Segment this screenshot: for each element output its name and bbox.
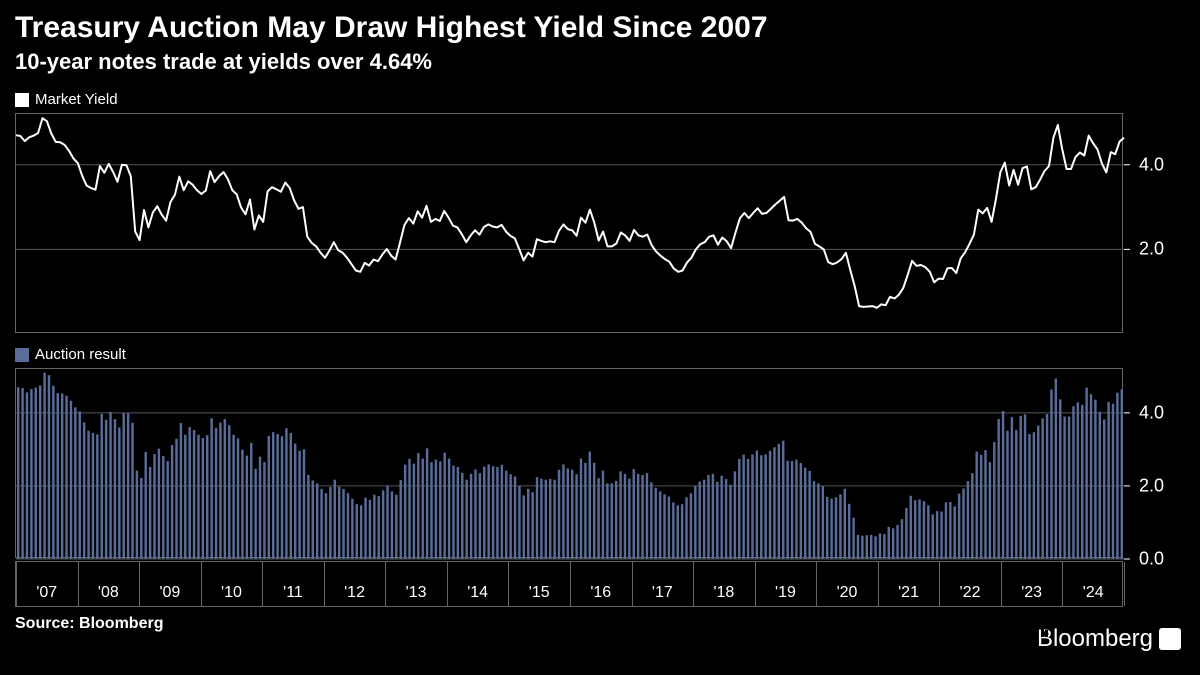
- xaxis-divider: [78, 562, 79, 606]
- xtick-label: '17: [652, 584, 673, 602]
- legend-auction-result: Auction result: [15, 346, 126, 363]
- xtick-label: '08: [98, 584, 119, 602]
- xaxis-divider: [1001, 562, 1002, 606]
- line-chart-svg: [16, 114, 1124, 334]
- xaxis-divider: [447, 562, 448, 606]
- ytick-label: 4.0: [1139, 402, 1164, 423]
- brand-icon: [1159, 628, 1181, 650]
- xtick-label: '24: [1083, 584, 1104, 602]
- top-panel: Percent 2.04.0: [15, 113, 1123, 333]
- xtick-label: '16: [590, 584, 611, 602]
- xaxis-divider: [1062, 562, 1063, 606]
- xtick-label: '11: [283, 584, 303, 602]
- legend-label: Auction result: [35, 346, 126, 363]
- brand-logo: Bloomberg: [1037, 625, 1181, 653]
- xtick-label: '15: [529, 584, 550, 602]
- xaxis-divider: [570, 562, 571, 606]
- xaxis: '07 '08 '09 '10 '11 '12 '13 '14 '15 '16 '17 '18 '19 '…: [15, 561, 1123, 607]
- chart-frame: { "title": "Treasury Auction May Draw Hi…: [0, 0, 1200, 675]
- xtick-label: '12: [344, 584, 365, 602]
- xtick-label: '07: [36, 584, 57, 602]
- ytick-label: 2.0: [1139, 239, 1164, 260]
- xaxis-divider: [816, 562, 817, 606]
- xtick-label: '19: [775, 584, 796, 602]
- legend-swatch-line: [15, 93, 29, 107]
- xtick-label: '22: [960, 584, 981, 602]
- xaxis-divider: [693, 562, 694, 606]
- legend-swatch-bar: [15, 348, 29, 362]
- xaxis-divider: [632, 562, 633, 606]
- xtick-label: '13: [406, 584, 427, 602]
- chart-subtitle: 10-year notes trade at yields over 4.64%: [15, 49, 432, 75]
- xaxis-divider: [755, 562, 756, 606]
- ytick-label: 2.0: [1139, 475, 1164, 496]
- bar-chart-svg: [16, 369, 1124, 559]
- xaxis-divider: [878, 562, 879, 606]
- xaxis-divider: [508, 562, 509, 606]
- xaxis-divider: [16, 562, 17, 606]
- xaxis-divider: [262, 562, 263, 606]
- xaxis-divider: [139, 562, 140, 606]
- xtick-label: '14: [467, 584, 488, 602]
- xtick-label: '09: [159, 584, 180, 602]
- xaxis-divider: [939, 562, 940, 606]
- xtick-label: '10: [221, 584, 242, 602]
- source-text: Source: Bloomberg: [15, 615, 163, 633]
- legend-label: Market Yield: [35, 91, 118, 108]
- xaxis-divider: [201, 562, 202, 606]
- xtick-label: '21: [898, 584, 919, 602]
- brand-text: Bloomberg: [1037, 625, 1153, 653]
- ytick-label: 4.0: [1139, 154, 1164, 175]
- ytick-label: 0.0: [1139, 549, 1164, 570]
- xaxis-divider: [385, 562, 386, 606]
- xtick-label: '18: [713, 584, 734, 602]
- xtick-label: '20: [837, 584, 858, 602]
- xaxis-divider: [1124, 562, 1125, 606]
- xaxis-divider: [324, 562, 325, 606]
- legend-market-yield: Market Yield: [15, 91, 118, 108]
- xtick-label: '23: [1021, 584, 1042, 602]
- bottom-panel: Percent 0.02.04.0: [15, 368, 1123, 558]
- chart-title: Treasury Auction May Draw Highest Yield …: [15, 11, 768, 45]
